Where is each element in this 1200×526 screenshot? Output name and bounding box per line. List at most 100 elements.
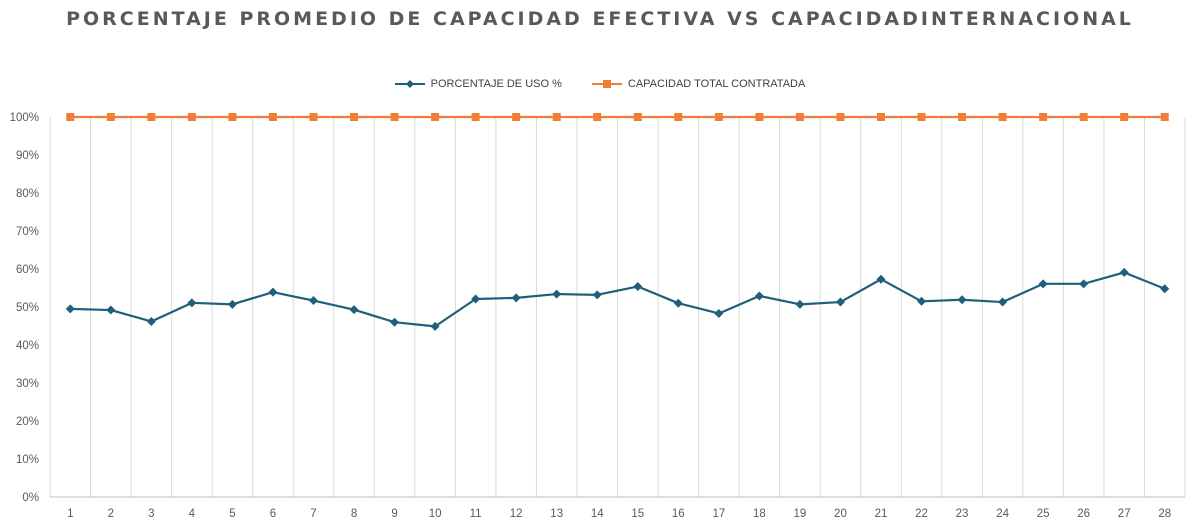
- legend-label-uso: PORCENTAJE DE USO %: [430, 78, 562, 90]
- data-point-square: [674, 113, 683, 121]
- data-point-diamond: [917, 296, 927, 306]
- data-point-diamond: [876, 274, 886, 284]
- x-tick-label: 26: [1077, 508, 1090, 520]
- y-tick-label: 40%: [16, 340, 39, 352]
- data-point-square: [795, 113, 804, 121]
- data-point-diamond: [592, 290, 602, 300]
- data-point-diamond: [390, 317, 400, 327]
- data-point-diamond: [430, 321, 440, 331]
- y-tick-label: 50%: [16, 302, 39, 314]
- data-point-square: [1079, 113, 1088, 121]
- x-tick-label: 7: [310, 508, 316, 520]
- data-point-square: [917, 113, 926, 121]
- data-point-diamond: [1119, 267, 1129, 277]
- data-point-diamond: [1160, 284, 1170, 294]
- data-point-diamond: [754, 291, 764, 301]
- x-tick-label: 8: [351, 508, 357, 520]
- data-point-square: [228, 113, 237, 121]
- legend-marker-diamond-icon: [394, 80, 425, 88]
- y-tick-label: 70%: [16, 226, 39, 238]
- legend-item-uso: PORCENTAJE DE USO %: [394, 78, 562, 90]
- x-tick-label: 25: [1037, 508, 1050, 520]
- x-tick-label: 20: [834, 508, 847, 520]
- x-tick-label: 27: [1118, 508, 1131, 520]
- x-tick-label: 4: [189, 508, 196, 520]
- data-point-diamond: [1079, 279, 1089, 289]
- data-point-square: [431, 113, 440, 121]
- data-point-square: [755, 113, 764, 121]
- data-point-square: [268, 113, 277, 121]
- data-point-square: [66, 113, 75, 121]
- data-point-square: [633, 113, 642, 121]
- data-point-diamond: [552, 289, 562, 299]
- x-tick-label: 21: [875, 508, 888, 520]
- data-point-square: [1160, 113, 1169, 121]
- data-point-square: [350, 113, 359, 121]
- x-tick-label: 10: [429, 508, 442, 520]
- x-tick-label: 13: [550, 508, 563, 520]
- data-point-square: [1039, 113, 1048, 121]
- data-point-diamond: [633, 281, 643, 291]
- data-point-diamond: [998, 297, 1008, 307]
- x-tick-label: 11: [470, 508, 482, 520]
- data-point-square: [471, 113, 480, 121]
- x-tick-label: 14: [591, 508, 604, 520]
- data-point-diamond: [714, 308, 724, 318]
- data-point-square: [106, 113, 115, 121]
- legend-marker-square-icon: [591, 80, 622, 88]
- data-point-square: [998, 113, 1007, 121]
- x-tick-label: 6: [270, 508, 276, 520]
- data-point-square: [593, 113, 602, 121]
- data-point-diamond: [471, 294, 481, 304]
- x-tick-label: 19: [794, 508, 807, 520]
- data-point-diamond: [349, 305, 359, 315]
- y-tick-label: 10%: [16, 454, 39, 466]
- y-tick-label: 90%: [16, 150, 39, 162]
- series-line-1: [70, 271, 1166, 328]
- data-point-diamond: [957, 295, 967, 305]
- data-point-square: [836, 113, 845, 121]
- x-tick-label: 3: [148, 508, 154, 520]
- data-point-square: [512, 113, 521, 121]
- y-tick-label: 0%: [22, 492, 39, 504]
- x-tick-label: 15: [631, 508, 644, 520]
- y-tick-label: 80%: [16, 188, 39, 200]
- data-point-square: [390, 113, 399, 121]
- y-tick-label: 100%: [10, 112, 39, 124]
- x-tick-label: 5: [229, 508, 235, 520]
- data-point-square: [309, 113, 318, 121]
- data-point-diamond: [308, 296, 318, 306]
- data-point-square: [187, 113, 196, 121]
- x-tick-label: 2: [108, 508, 114, 520]
- data-point-diamond: [106, 305, 116, 315]
- data-point-diamond: [227, 299, 237, 309]
- y-tick-label: 20%: [16, 416, 39, 428]
- x-tick-label: 1: [67, 508, 73, 520]
- y-tick-label: 30%: [16, 378, 39, 390]
- data-point-diamond: [835, 297, 845, 307]
- data-point-square: [147, 113, 156, 121]
- data-point-diamond: [268, 287, 278, 297]
- data-point-diamond: [146, 316, 156, 326]
- x-tick-label: 16: [672, 508, 685, 520]
- data-point-square: [958, 113, 967, 121]
- chart-title: PORCENTAJE PROMEDIO DE CAPACIDAD EFECTIV…: [66, 8, 1134, 30]
- x-tick-label: 28: [1158, 508, 1171, 520]
- data-point-square: [876, 113, 885, 121]
- data-point-square: [1120, 113, 1129, 121]
- data-point-diamond: [795, 299, 805, 309]
- y-tick-label: 60%: [16, 264, 39, 276]
- x-tick-label: 18: [753, 508, 766, 520]
- data-point-diamond: [1038, 279, 1048, 289]
- x-tick-label: 9: [391, 508, 397, 520]
- legend: PORCENTAJE DE USO % CAPACIDAD TOTAL CONT…: [0, 78, 1200, 90]
- x-tick-label: 24: [996, 508, 1009, 520]
- data-point-square: [552, 113, 561, 121]
- x-tick-label: 17: [712, 508, 725, 520]
- data-point-diamond: [673, 298, 683, 308]
- data-point-diamond: [65, 304, 75, 314]
- x-tick-label: 22: [915, 508, 928, 520]
- data-point-diamond: [187, 298, 197, 308]
- legend-label-capacidad: CAPACIDAD TOTAL CONTRATADA: [627, 78, 806, 90]
